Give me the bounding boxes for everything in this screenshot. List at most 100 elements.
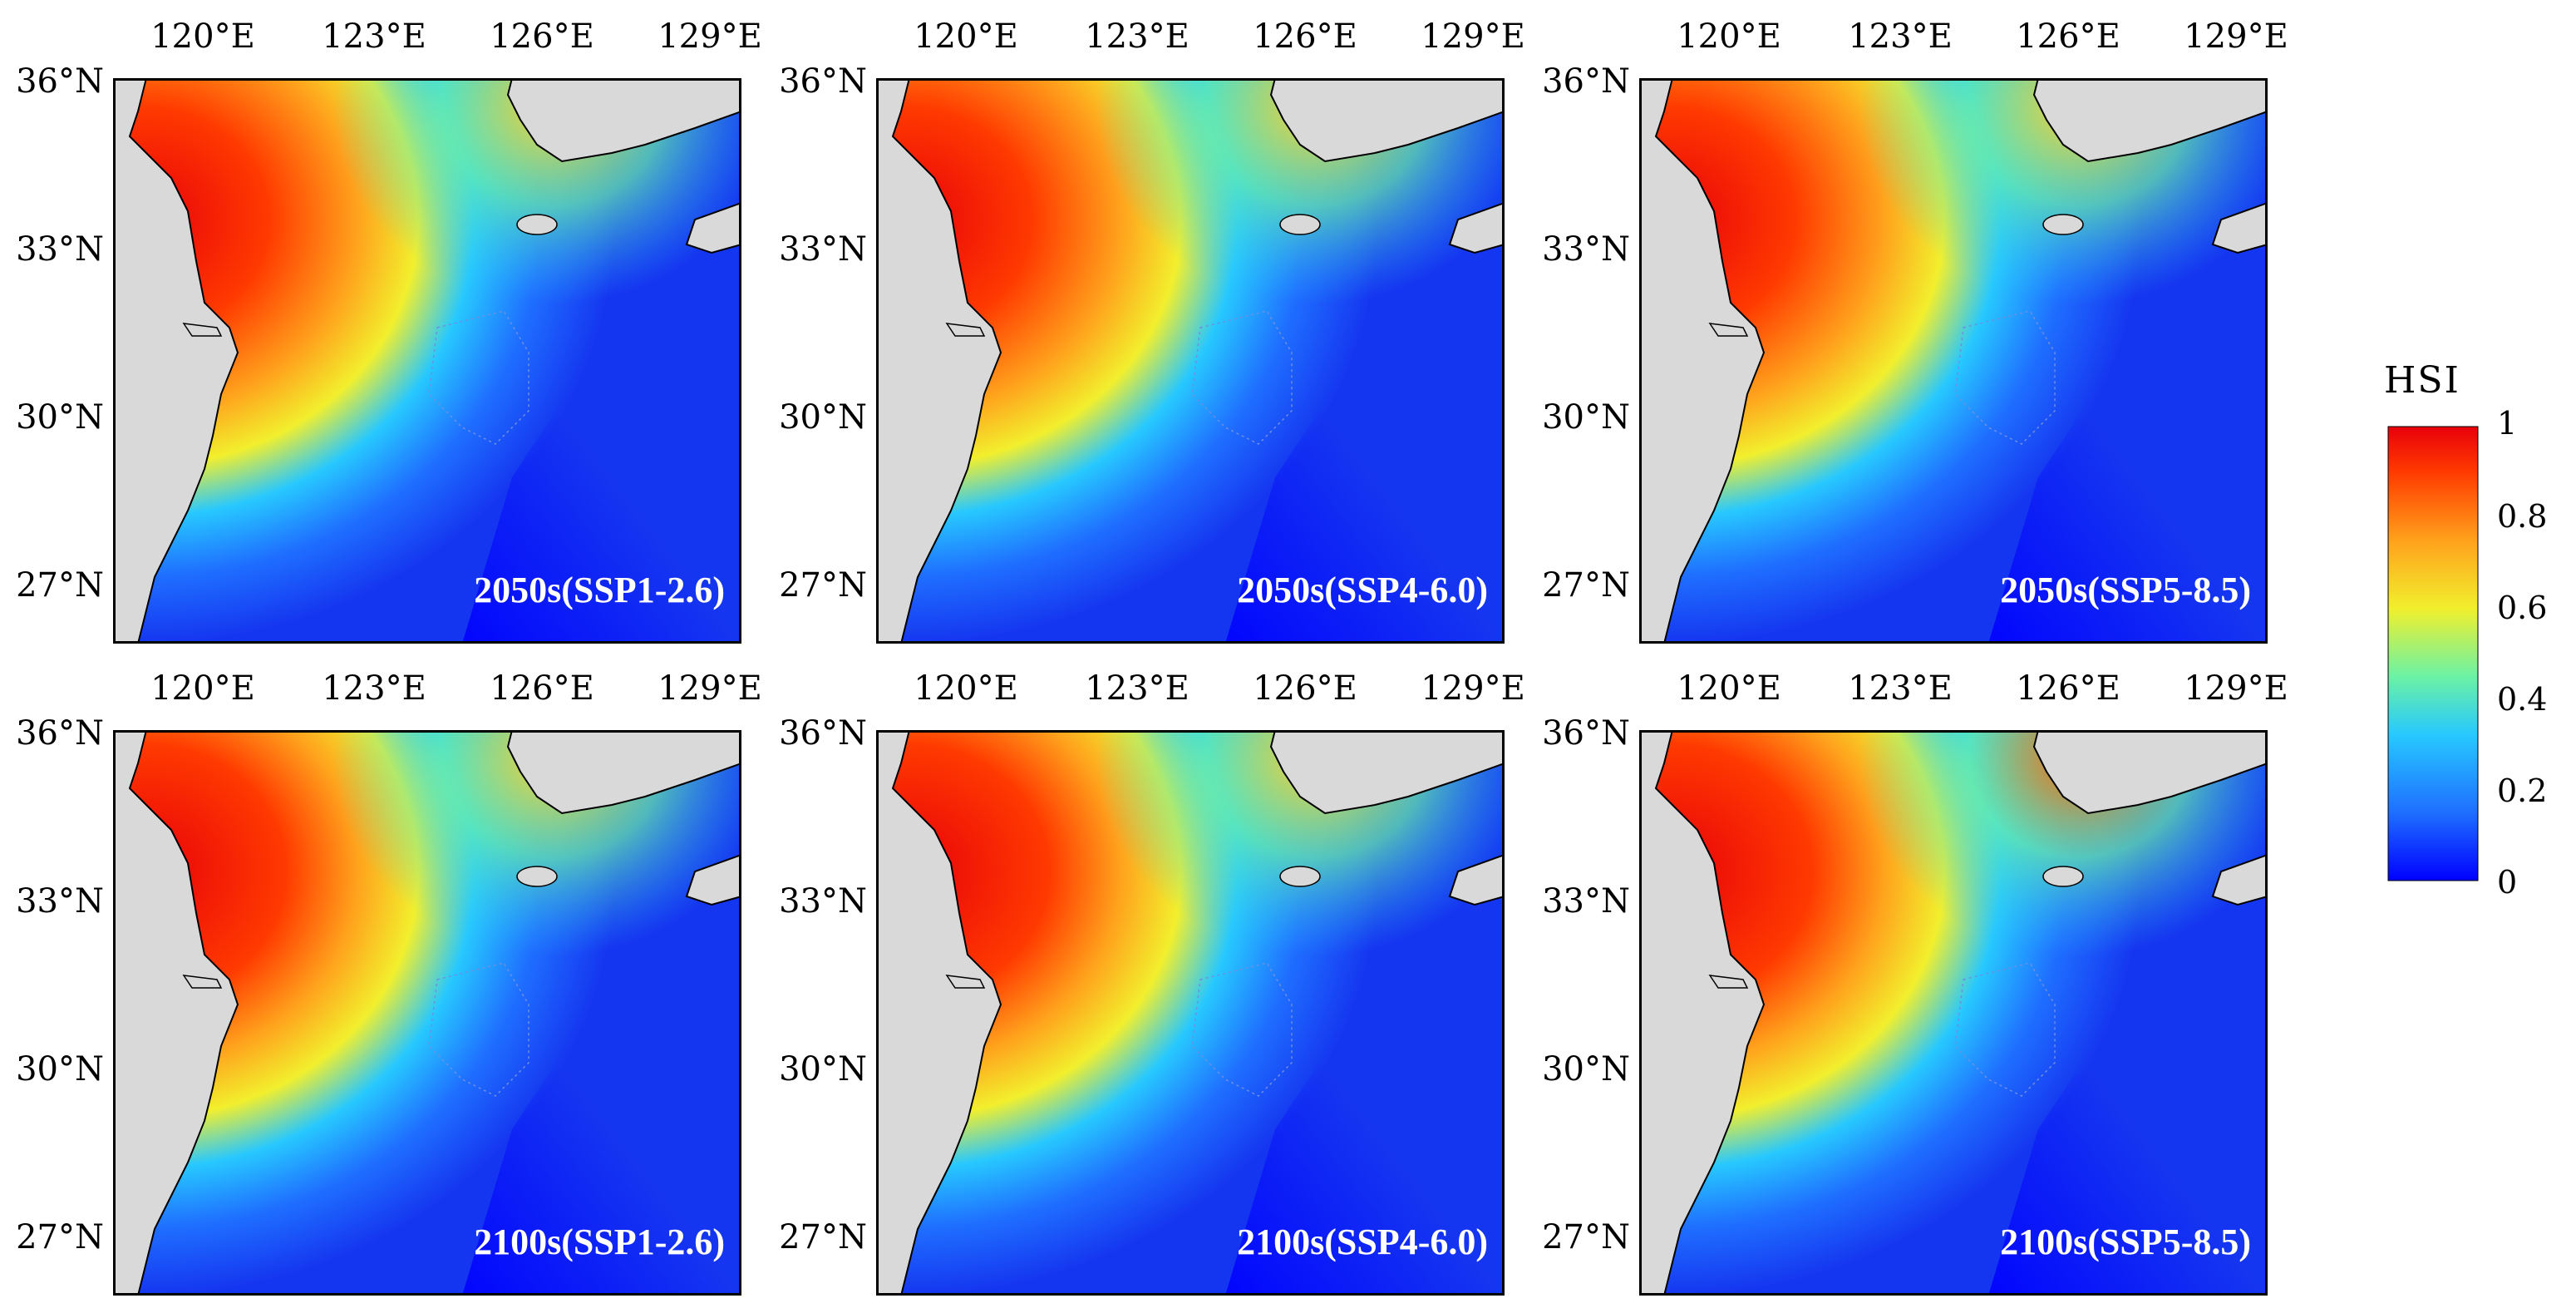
colorbar-tick: 0 [2497, 864, 2518, 901]
lat-tick-label: 33°N [16, 882, 104, 921]
lon-tick-label: 120°E [1677, 17, 1781, 56]
lat-tick-label: 36°N [779, 714, 867, 753]
deep-ocean-field [1988, 938, 2268, 1296]
mainland-china [1639, 730, 1766, 1296]
jeju-island [2042, 214, 2084, 235]
east-china-sea-shelf-line [1954, 962, 2056, 1097]
deep-ocean-field [1225, 286, 1505, 644]
colorbar-tick: 0.6 [2497, 590, 2548, 626]
jeju-island [1279, 866, 1321, 887]
korea-peninsula [506, 730, 741, 815]
hsi-map-panel: 2100s(SSP4-6.0) [876, 730, 1505, 1296]
hsi-map-panel: 2050s(SSP1-2.6) [113, 78, 741, 644]
lon-tick-label: 126°E [490, 669, 594, 708]
kyushu [2211, 853, 2268, 906]
lat-tick-label: 33°N [779, 230, 867, 269]
lat-tick-label: 30°N [779, 1050, 867, 1088]
lon-tick-label: 123°E [1085, 17, 1189, 56]
yangtze-island [945, 323, 986, 337]
mainland-china [876, 730, 1002, 1296]
east-china-sea-shelf-line [428, 310, 529, 445]
colorbar [2387, 426, 2479, 881]
korea-peninsula [1269, 78, 1505, 163]
korea-peninsula [506, 78, 741, 163]
kyushu [1448, 201, 1505, 254]
east-china-sea-shelf-line [1191, 962, 1293, 1097]
deep-ocean-field [1225, 938, 1505, 1296]
lon-tick-label: 126°E [1253, 669, 1357, 708]
east-china-sea-shelf-line [1954, 310, 2056, 445]
lon-tick-label: 126°E [2016, 669, 2120, 708]
lat-tick-label: 36°N [1542, 714, 1630, 753]
hsi-map-panel: 2100s(SSP1-2.6) [113, 730, 741, 1296]
mainland-china [1639, 78, 1766, 644]
lat-tick-label: 33°N [1542, 882, 1630, 921]
lon-tick-label: 129°E [658, 669, 762, 708]
colorbar-tick: 0.4 [2497, 681, 2548, 718]
lat-tick-label: 27°N [16, 566, 104, 605]
panel-frame [113, 730, 741, 1296]
panel-frame [113, 78, 741, 644]
korea-peninsula [2032, 78, 2268, 163]
hsi-map-panel: 2050s(SSP5-8.5) [1639, 78, 2268, 644]
lat-tick-label: 27°N [1542, 1218, 1630, 1256]
panel-frame [876, 730, 1505, 1296]
kyushu [685, 853, 741, 906]
lon-tick-label: 123°E [1085, 669, 1189, 708]
kyushu [2211, 201, 2268, 254]
colorbar-tick: 1 [2497, 405, 2518, 442]
lat-tick-label: 30°N [16, 1050, 104, 1088]
lat-tick-label: 30°N [779, 398, 867, 437]
deep-ocean-field [1988, 286, 2268, 644]
lat-tick-label: 30°N [1542, 398, 1630, 437]
lon-tick-label: 126°E [2016, 17, 2120, 56]
lat-tick-label: 30°N [16, 398, 104, 437]
east-china-sea-shelf-line [428, 962, 529, 1097]
jeju-island [516, 214, 558, 235]
hsi-map-panel: 2050s(SSP4-6.0) [876, 78, 1505, 644]
east-china-sea-shelf-line [1191, 310, 1293, 445]
colorbar-gradient [2387, 426, 2479, 881]
lon-tick-label: 123°E [1848, 669, 1953, 708]
korea-peninsula [1269, 730, 1505, 815]
lon-tick-label: 120°E [150, 669, 255, 708]
lat-tick-label: 33°N [16, 230, 104, 269]
yangtze-island [1708, 975, 1749, 989]
lon-tick-label: 129°E [2184, 17, 2288, 56]
panel-scenario-label: 2050s(SSP4-6.0) [1237, 570, 1488, 610]
lon-tick-label: 129°E [1421, 669, 1525, 708]
yangtze-island [182, 975, 223, 989]
jeju-island [2042, 866, 2084, 887]
panel-scenario-label: 2050s(SSP5-8.5) [2000, 570, 2251, 610]
lon-tick-label: 126°E [490, 17, 594, 56]
lat-tick-label: 27°N [16, 1218, 104, 1256]
lat-tick-label: 33°N [1542, 230, 1630, 269]
deep-ocean-field [462, 286, 741, 644]
kyushu [1448, 853, 1505, 906]
kyushu [685, 201, 741, 254]
deep-ocean-field [462, 938, 741, 1296]
yangtze-island [182, 323, 223, 337]
lon-tick-label: 120°E [914, 669, 1018, 708]
lon-tick-label: 129°E [2184, 669, 2288, 708]
lat-tick-label: 27°N [779, 1218, 867, 1256]
colorbar-tick: 0.8 [2497, 498, 2548, 535]
lat-tick-label: 36°N [779, 62, 867, 101]
lat-tick-label: 27°N [1542, 566, 1630, 605]
lon-tick-label: 120°E [150, 17, 255, 56]
korea-peninsula [2032, 730, 2268, 815]
lon-tick-label: 120°E [1677, 669, 1781, 708]
jeju-island [516, 866, 558, 887]
lat-tick-label: 36°N [16, 714, 104, 753]
panel-scenario-label: 2100s(SSP4-6.0) [1237, 1222, 1488, 1262]
lon-tick-label: 123°E [322, 669, 426, 708]
yangtze-island [945, 975, 986, 989]
lat-tick-label: 33°N [779, 882, 867, 921]
lon-tick-label: 126°E [1253, 17, 1357, 56]
panel-frame [1639, 730, 2268, 1296]
lon-tick-label: 120°E [914, 17, 1018, 56]
mainland-china [113, 730, 239, 1296]
panel-frame [1639, 78, 2268, 644]
mainland-china [876, 78, 1002, 644]
lon-tick-label: 123°E [322, 17, 426, 56]
